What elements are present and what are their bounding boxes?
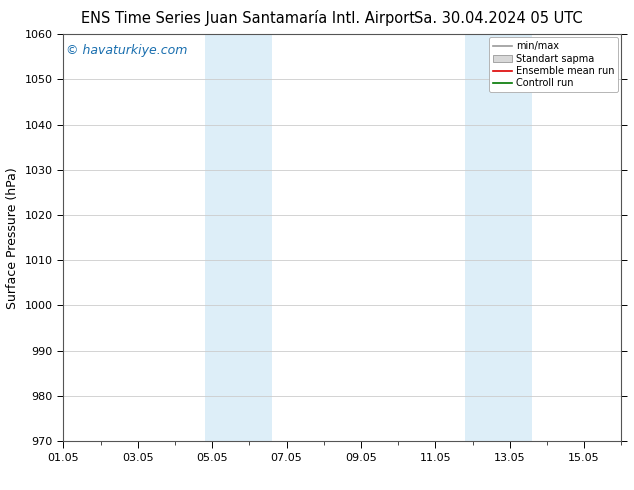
Legend: min/max, Standart sapma, Ensemble mean run, Controll run: min/max, Standart sapma, Ensemble mean r… xyxy=(489,37,618,92)
Bar xyxy=(465,34,532,441)
Text: Sa. 30.04.2024 05 UTC: Sa. 30.04.2024 05 UTC xyxy=(414,11,583,26)
Text: © havaturkiye.com: © havaturkiye.com xyxy=(66,45,188,57)
Text: ENS Time Series Juan Santamaría Intl. Airport: ENS Time Series Juan Santamaría Intl. Ai… xyxy=(81,10,415,26)
Title: ENS Time Series Juan Santamaría Intl. Airport     Sa. 30.04.2024 05 UTC: ENS Time Series Juan Santamaría Intl. Ai… xyxy=(0,489,1,490)
Bar xyxy=(205,34,272,441)
Y-axis label: Surface Pressure (hPa): Surface Pressure (hPa) xyxy=(6,167,19,309)
